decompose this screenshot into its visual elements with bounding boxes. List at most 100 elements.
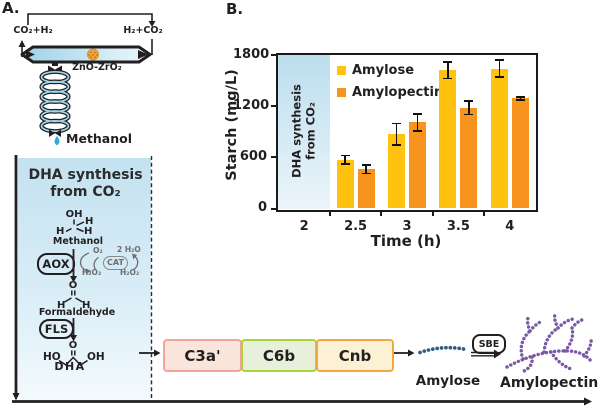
methanol-oh: OH	[65, 209, 83, 220]
bar-amylose-4	[490, 68, 508, 209]
formaldehyde-name: Formaldehyde	[38, 307, 116, 318]
y-tick-label: 600	[239, 148, 267, 164]
x-tick	[431, 211, 434, 216]
dha-oh: OH	[87, 351, 105, 363]
methanol-h2: H	[56, 226, 65, 237]
sbe-enzyme-badge: SBE	[472, 334, 506, 354]
aox-enzyme-badge: AOX	[37, 253, 75, 275]
error-bar-cap	[494, 59, 504, 61]
methanol-droplet-icon	[54, 136, 60, 146]
bar-amylopectin-3.5	[460, 107, 478, 209]
dha-ho: HO	[43, 351, 61, 363]
legend-swatch-amylopectin	[337, 88, 346, 98]
error-bar-cap	[515, 96, 525, 98]
panel-b-label: B.	[226, 0, 244, 18]
methanol-product-label: Methanol	[66, 131, 132, 146]
inlet-gas-label: CO₂+H₂	[13, 25, 53, 36]
x-tick-label: 3	[402, 218, 412, 234]
legend-swatch-amylose	[337, 66, 346, 76]
bar-amylose-3.5	[439, 70, 457, 209]
x-tick-label: 2	[299, 218, 309, 234]
chart-annotation-text: DHA synthesis from CO₂	[289, 83, 318, 178]
error-bar-cap	[464, 100, 474, 102]
y-tick	[270, 156, 277, 159]
error-bar-cap	[413, 113, 422, 115]
x-tick-label: 2.5	[344, 218, 368, 234]
cassette-c6b: C6b	[241, 339, 317, 372]
legend-row-amylopectin: Amylopectin	[337, 84, 444, 100]
cycle-2h2o: 2 H₂O	[117, 244, 141, 254]
legend-label-amylopectin: Amylopectin	[352, 84, 444, 100]
error-bar-cap	[392, 122, 401, 125]
legend-label-amylose: Amylose	[352, 62, 415, 78]
catalyst-label: ZnO-ZrO₂	[72, 62, 122, 73]
chart-annotation-region	[278, 54, 330, 209]
error-bar-line	[395, 123, 398, 145]
cycle-h2o2-left: H₂O₂	[82, 268, 102, 277]
recycle-gas-label: H₂+CO₂	[123, 25, 163, 36]
error-bar-cap	[340, 163, 350, 165]
flow-arrow-right	[138, 50, 148, 59]
error-bar-line	[365, 165, 367, 174]
error-bar-cap	[464, 113, 474, 116]
recycle-arrow-up	[18, 40, 26, 47]
dha-box-title: DHA synthesis from CO₂	[20, 167, 151, 201]
dha-box-title-line2: from CO₂	[50, 184, 121, 200]
x-tick	[380, 211, 383, 216]
chart-annotation-line1: DHA synthesis	[289, 83, 304, 178]
error-bar-cap	[494, 76, 504, 78]
y-tick-label: 1800	[233, 46, 270, 62]
cassette-cnb: Cnb	[316, 339, 394, 372]
error-bar-line	[498, 60, 501, 78]
cycle-o2: O₂	[93, 245, 103, 255]
error-bar-cap	[361, 172, 371, 175]
legend-row-amylose: Amylose	[337, 62, 415, 78]
x-tick	[483, 211, 486, 216]
error-bar-line	[447, 62, 449, 79]
cassette-c3a: C3a'	[163, 339, 242, 372]
y-tick-label: 1200	[233, 97, 270, 113]
fls-enzyme-badge: FLS	[39, 319, 74, 339]
methanol-h3: H	[84, 226, 93, 237]
cycle-h2o2-right: H₂O₂	[120, 268, 140, 277]
formaldehyde-o: O	[68, 280, 78, 291]
x-tick-label: 3.5	[446, 218, 470, 234]
error-bar-line	[344, 155, 346, 165]
error-bar-cap	[361, 164, 371, 166]
error-bar-cap	[443, 61, 453, 64]
error-bar-cap	[443, 77, 453, 80]
reactor-tube	[20, 45, 152, 64]
formaldehyde-h1: H	[57, 300, 66, 311]
formaldehyde-h2: H	[82, 300, 91, 311]
x-tick	[328, 211, 331, 216]
x-axis-title: Time (h)	[370, 232, 442, 250]
dha-box-title-line1: DHA synthesis	[28, 167, 143, 183]
error-bar-line	[468, 101, 470, 115]
cat-enzyme-badge: CAT	[103, 255, 128, 270]
flow-arrow-left	[26, 50, 35, 59]
error-bar-line	[519, 97, 522, 100]
methanol-h1: H	[85, 216, 94, 227]
y-tick	[270, 105, 277, 108]
dha-o: O	[68, 340, 78, 351]
y-axis-title: Starch (mg/L)	[224, 69, 240, 181]
error-bar-cap	[515, 98, 525, 101]
amylose-product-label: Amylose	[415, 373, 481, 389]
y-tick-label: 0	[257, 200, 267, 215]
bar-amylopectin-3	[409, 122, 426, 209]
bar-amylose-3	[388, 134, 405, 209]
dha-name: DHA	[54, 360, 86, 373]
catalyst-ball-icon	[87, 48, 99, 61]
error-bar-cap	[413, 130, 422, 132]
error-bar-cap	[340, 154, 350, 157]
amylopectin-product-label: Amylopectin	[500, 375, 599, 391]
bar-amylopectin-4	[511, 98, 529, 209]
error-bar-cap	[392, 144, 401, 146]
panel-a-label: A.	[2, 0, 20, 17]
amylopectin-branch-icon	[505, 312, 593, 373]
x-tick-label: 4	[505, 218, 515, 234]
y-tick	[270, 207, 277, 210]
amylose-chain-icon	[418, 345, 468, 355]
bar-amylose-2.5	[336, 159, 354, 209]
